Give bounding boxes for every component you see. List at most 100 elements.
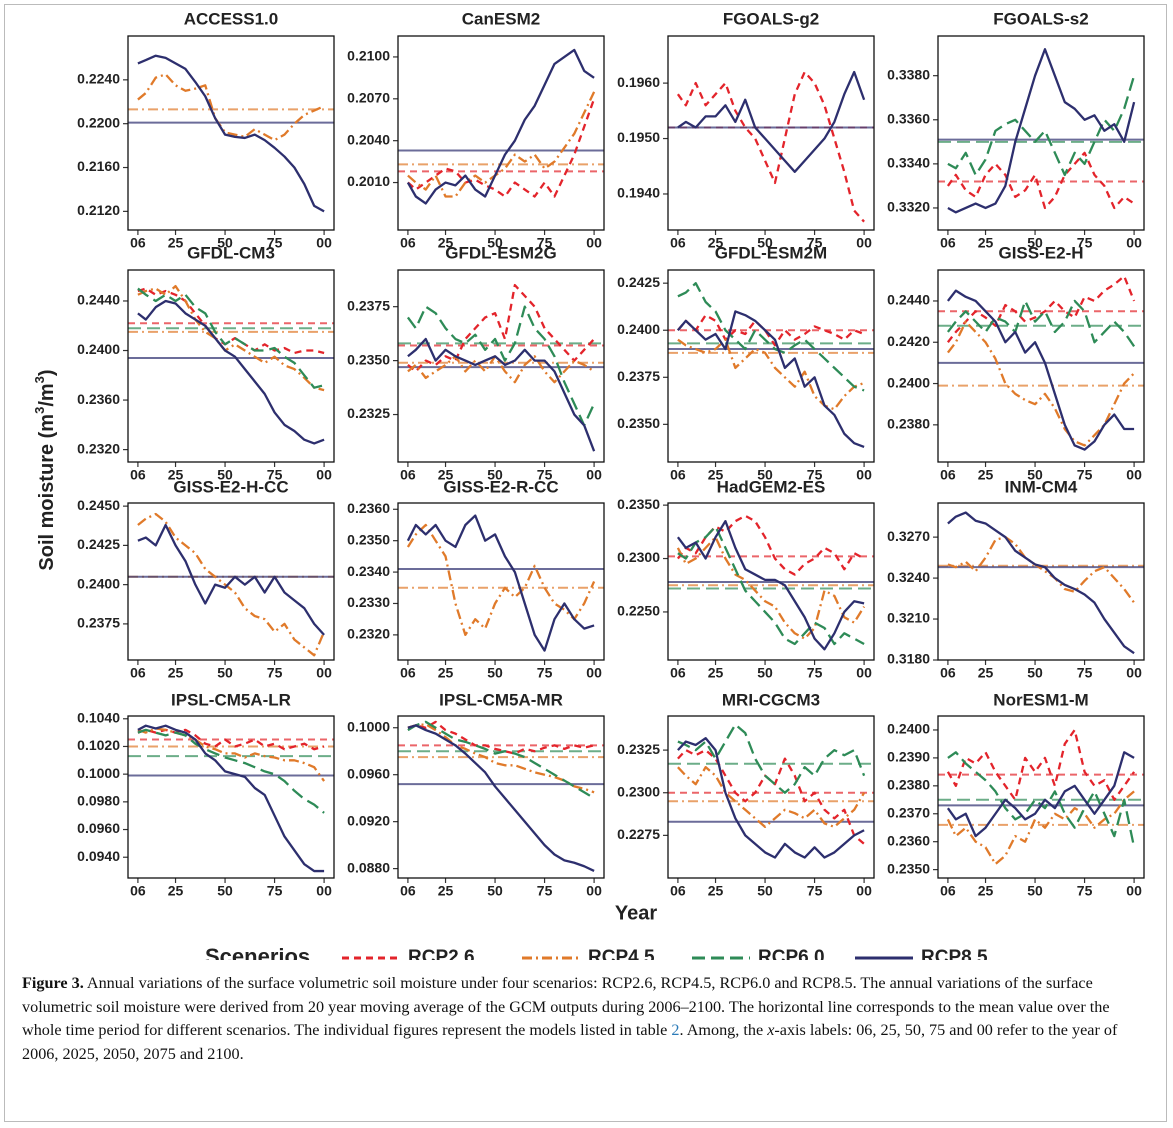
y-tick-label: 0.2360 [347,500,390,516]
x-tick-label: 75 [267,467,283,483]
x-tick-label: 25 [168,235,184,251]
y-tick-label: 0.2275 [617,826,660,842]
caption-text: Annual variations of the surface volumet… [22,974,1110,1040]
y-tick-label: 0.2325 [347,405,390,421]
y-tick-label: 0.1000 [77,765,120,781]
panel-frame [397,35,605,231]
x-tick-label: 00 [316,883,332,899]
series-line [677,310,865,449]
series-line [407,337,596,452]
x-tick-label: 00 [586,883,602,899]
plot-area [398,720,604,872]
y-tick-label: 0.2200 [77,114,120,130]
y-tick-label: 0.2420 [887,333,930,349]
series-line [676,520,865,651]
series-line [137,73,325,142]
series-line [947,535,1136,604]
legend-label: RCP2.6 [408,947,475,960]
y-tick-label: 0.0960 [77,820,120,836]
panel-frame [937,502,1145,661]
y-tick-label: 0.2120 [77,202,120,218]
y-tick-label: 0.2400 [77,575,120,591]
x-tick-label: 75 [807,665,823,681]
x-tick-label: 06 [130,467,146,483]
y-tick-label: 0.2450 [77,497,120,513]
y-tick-label: 0.2375 [347,297,390,313]
y-tick-label: 0.2010 [347,173,390,189]
series-line [947,48,1136,214]
y-tick-label: 0.0920 [347,812,390,828]
panel-title: INM-CM4 [1005,477,1078,496]
y-tick-label: 0.1040 [77,709,120,725]
y-tick-label: 0.0980 [77,793,120,809]
caption: Figure 3. Annual variations of the surfa… [22,972,1148,1066]
x-tick-label: 00 [856,883,872,899]
y-tick-label: 0.2350 [347,531,390,547]
y-tick-label: 0.3340 [887,155,930,171]
plot-area [398,283,604,452]
y-tick-label: 0.2350 [347,351,390,367]
panel-frame [937,269,1145,463]
x-tick-label: 06 [670,467,686,483]
panel-title: MRI-CGCM3 [722,690,820,709]
x-tick-label: 25 [978,235,994,251]
y-tick-label: 0.2325 [617,741,660,757]
legend-title: Scenerios [205,944,310,960]
panel-frame [397,502,605,661]
y-tick-label: 0.2360 [887,832,930,848]
plot-area [668,514,874,651]
x-tick-label: 75 [1077,665,1093,681]
plot-area [128,54,334,213]
series-line [407,355,595,384]
x-tick-label: 75 [807,467,823,483]
series-line [946,751,1135,838]
panel-frame [667,35,875,231]
x-tick-label: 50 [487,665,503,681]
x-tick-label: 50 [1027,665,1043,681]
series-line [677,737,865,859]
series-line [677,525,865,646]
x-tick-label: 00 [1126,467,1142,483]
plot-area [128,724,334,873]
x-tick-label: 06 [940,235,956,251]
x-tick-label: 50 [487,235,503,251]
x-tick-label: 06 [400,665,416,681]
panel-title: FGOALS-s2 [993,9,1088,28]
plot-area [398,514,604,652]
x-tick-label: 75 [537,883,553,899]
y-label-text: ) [36,369,58,376]
y-tick-label: 0.2330 [347,594,390,610]
y-tick-label: 0.2400 [617,321,660,337]
y-tick-label: 0.2300 [617,549,660,565]
panel-title: IPSL-CM5A-MR [439,690,563,709]
y-tick-label: 0.2390 [887,749,930,765]
caption-text: . Among, the [679,1021,768,1040]
y-tick-label: 0.2320 [77,440,120,456]
x-tick-label: 50 [217,467,233,483]
panel-frame [937,715,1145,879]
x-tick-label: 00 [586,665,602,681]
y-tick-label: 0.2370 [887,804,930,820]
x-tick-label: 25 [438,467,454,483]
series-line [406,514,595,652]
y-tick-label: 0.2380 [887,777,930,793]
series-line [407,720,595,755]
y-tick-label: 0.2300 [617,783,660,799]
y-tick-label: 0.2425 [77,536,120,552]
x-tick-label: 25 [168,467,184,483]
y-tick-label: 0.2350 [887,860,930,876]
series-line [406,523,596,637]
panel-frame [937,35,1145,231]
x-tick-label: 00 [856,235,872,251]
y-tick-label: 0.0960 [347,765,390,781]
y-tick-label: 0.2240 [77,71,120,87]
series-line [946,790,1135,866]
y-tick-label: 0.3210 [887,610,930,626]
caption-italic: x [767,1021,775,1040]
panel-frame [397,269,605,463]
y-tick-label: 0.3180 [887,651,930,667]
series-line [677,766,866,828]
x-tick-label: 50 [1027,235,1043,251]
y-tick-label: 0.2100 [347,48,390,64]
series-line [137,287,325,355]
